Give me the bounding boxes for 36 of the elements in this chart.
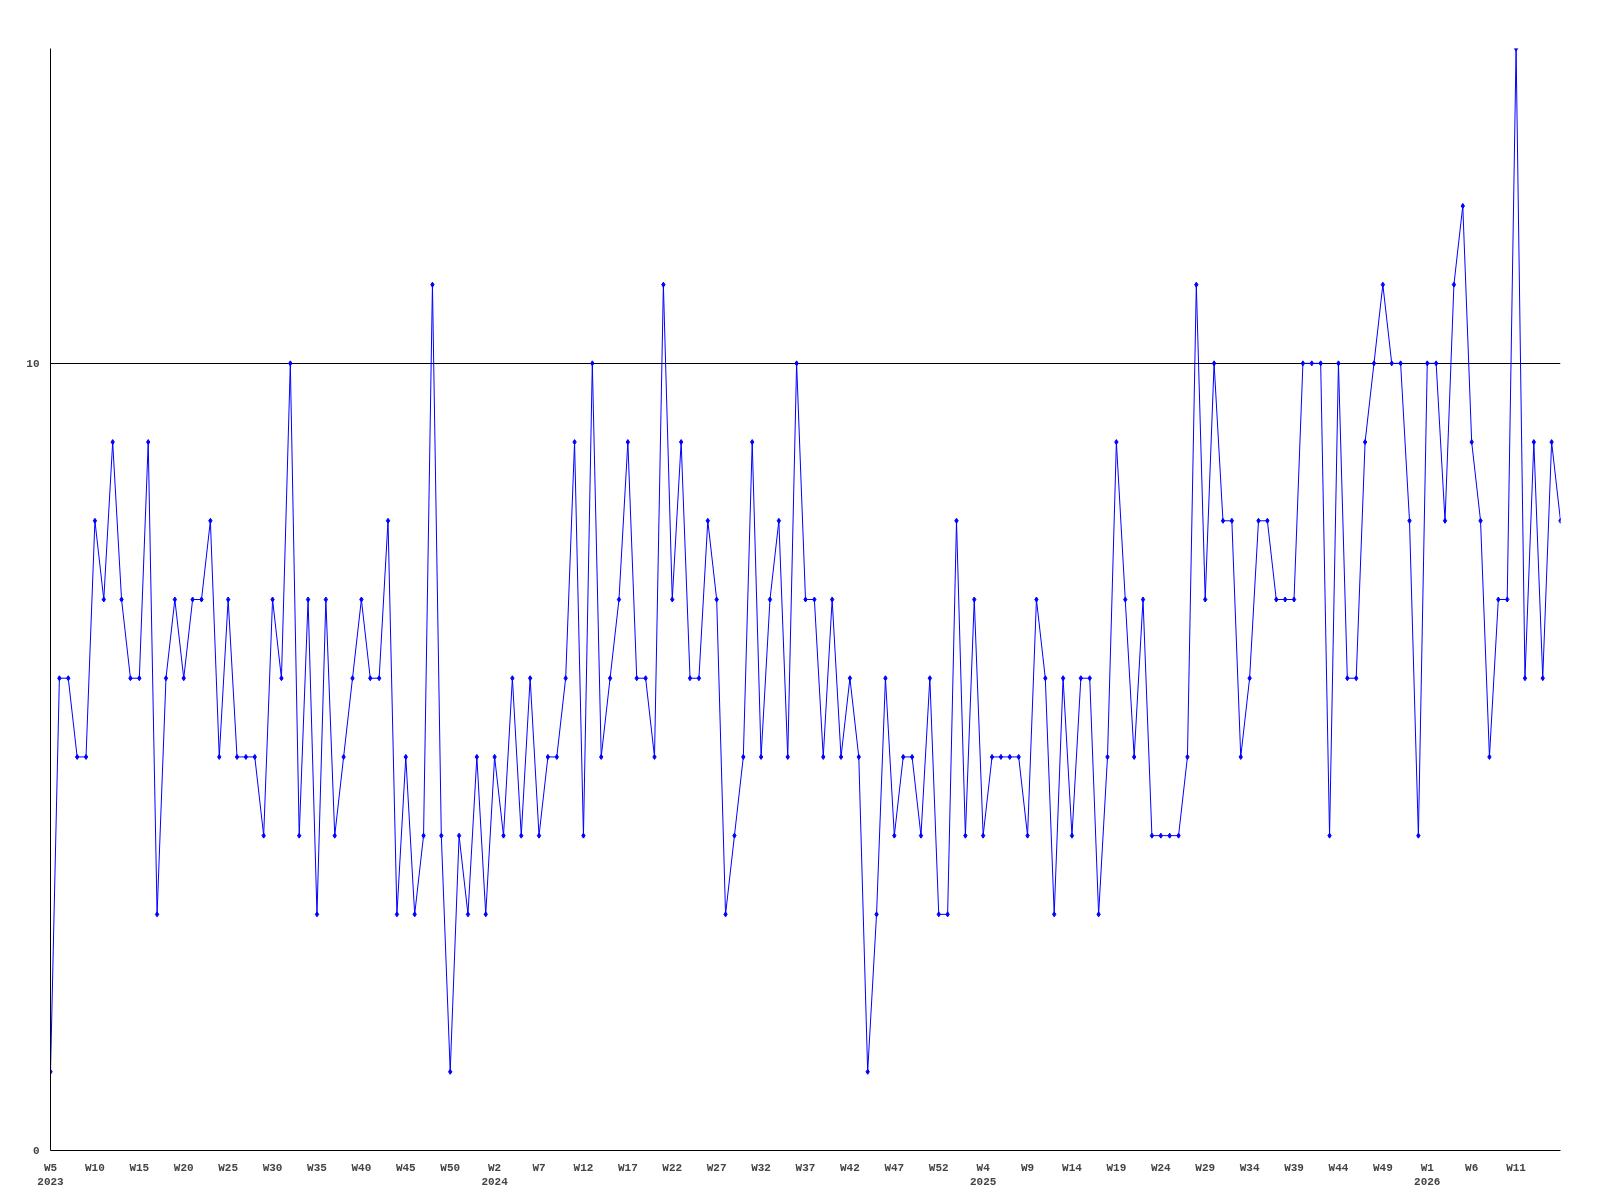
x-tick-label: W45 [395,1161,417,1174]
x-tick-label: W9 [1020,1161,1035,1174]
x-tick-label: W19 [1106,1161,1127,1174]
x-tick-label: W39 [1284,1161,1304,1174]
x-tick-label: W27 [706,1161,727,1174]
x-tick-label: W20 [173,1161,194,1174]
x-tick-label: W32 [751,1161,771,1174]
x-tick-label: W2 2024 [481,1161,509,1188]
y-tick-label: 10 [26,357,40,370]
x-tick-label: W37 [795,1161,816,1174]
x-tick-label: W10 [85,1161,105,1174]
x-tick-label: W24 [1150,1161,1172,1174]
x-tick-label: W29 [1195,1161,1216,1174]
x-tick-label: W47 [884,1161,905,1174]
x-tick-label: W22 [662,1161,683,1174]
x-tick-label: W44 [1328,1161,1349,1174]
x-tick-label: W34 [1239,1161,1260,1174]
x-tick-label: W12 [573,1161,594,1174]
x-tick-label: W5 2023 [37,1161,65,1188]
x-tick-label: W35 [307,1161,328,1174]
x-tick-label: W50 [440,1161,461,1174]
x-tick-label: W42 [840,1161,860,1174]
y-tick-label: 0 [32,1145,40,1157]
x-tick-label: W4 2025 [969,1161,997,1188]
x-tick-label: W14 [1062,1161,1083,1174]
x-tick-label: W6 [1465,1161,1479,1174]
x-tick-label: W11 [1506,1161,1527,1174]
x-tick-label: W49 [1372,1161,1393,1174]
x-tick-label: W17 [617,1161,638,1174]
x-tick-label: W1 2026 [1414,1161,1441,1188]
x-tick-label: W15 [129,1161,150,1174]
x-tick-label: W7 [532,1161,546,1174]
x-tick-label: W52 [928,1161,949,1174]
x-tick-label: W40 [351,1161,372,1174]
x-tick-label: W30 [262,1161,283,1174]
x-tick-label: W25 [218,1161,239,1174]
